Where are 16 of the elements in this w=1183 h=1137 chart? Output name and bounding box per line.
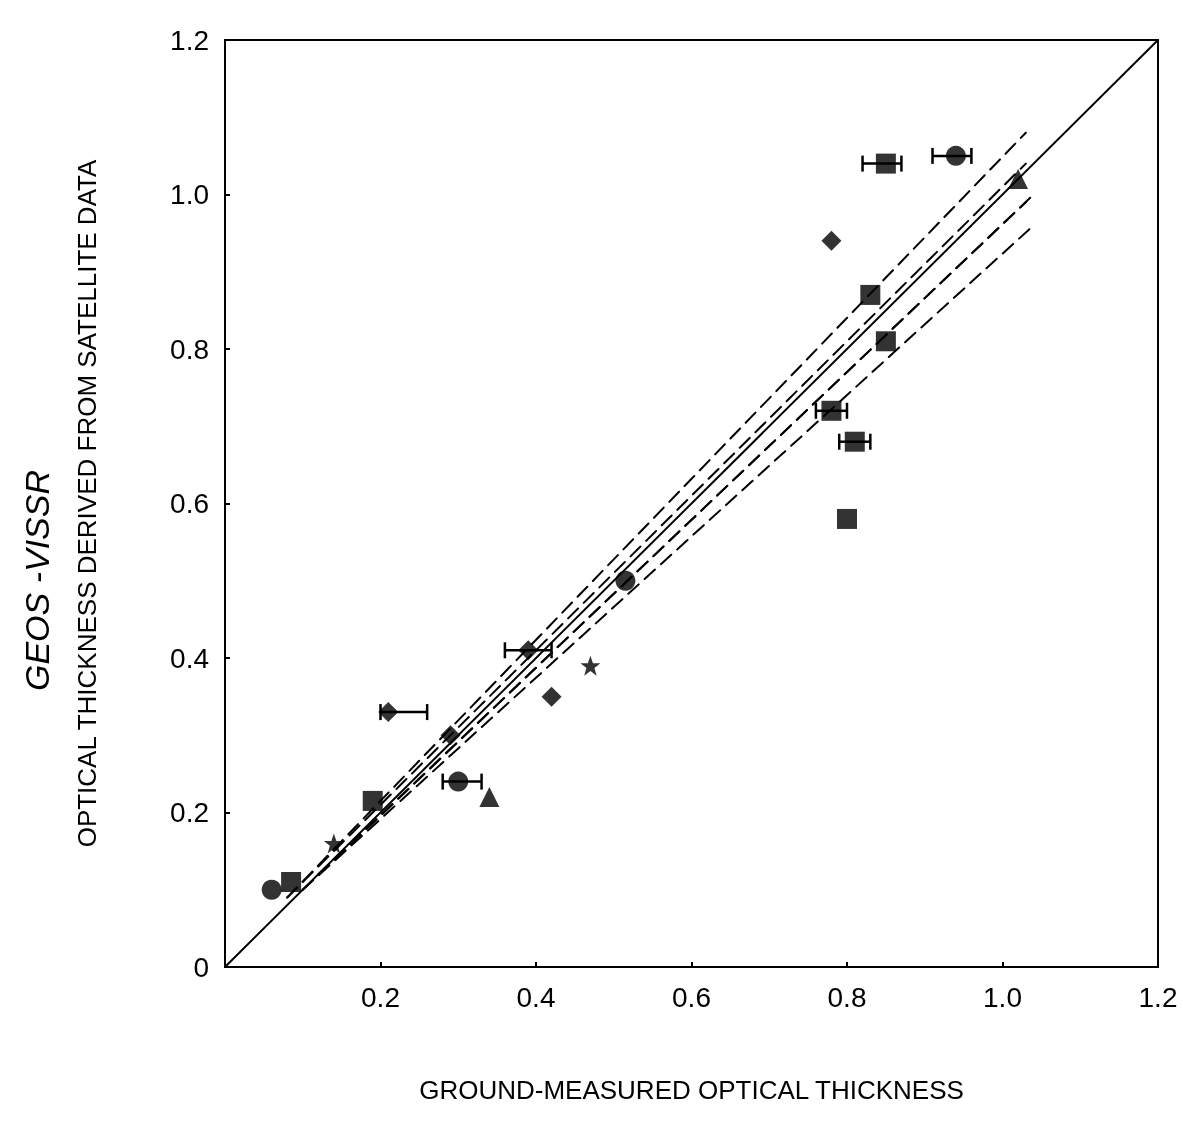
text: GEOS -VISSR <box>18 469 56 692</box>
x-tick-label: 1.2 <box>1138 981 1178 1013</box>
x-tick-label: 0.4 <box>516 981 556 1013</box>
y-tick-label: 0.4 <box>170 642 209 674</box>
y-tick-label: 1.2 <box>170 24 209 56</box>
x-axis-title: GROUND-MEASURED OPTICAL THICKNESS <box>419 1075 964 1105</box>
x-tick-label: 0.8 <box>827 981 867 1013</box>
y-axis-title: OPTICAL THICKNESS DERIVED FROM SATELLITE DATA <box>72 159 102 848</box>
x-tick-label: 0.6 <box>672 981 711 1013</box>
y-tick-label: 0.2 <box>170 797 209 828</box>
y-tick-label: 0.8 <box>170 333 209 365</box>
x-tick-label: 0.2 <box>361 981 400 1013</box>
y-tick-label: 0.6 <box>170 488 209 519</box>
y-tick-label: 1.0 <box>170 179 209 210</box>
y-tick-label: 0 <box>193 951 209 983</box>
x-tick-label: 1.0 <box>983 981 1022 1013</box>
